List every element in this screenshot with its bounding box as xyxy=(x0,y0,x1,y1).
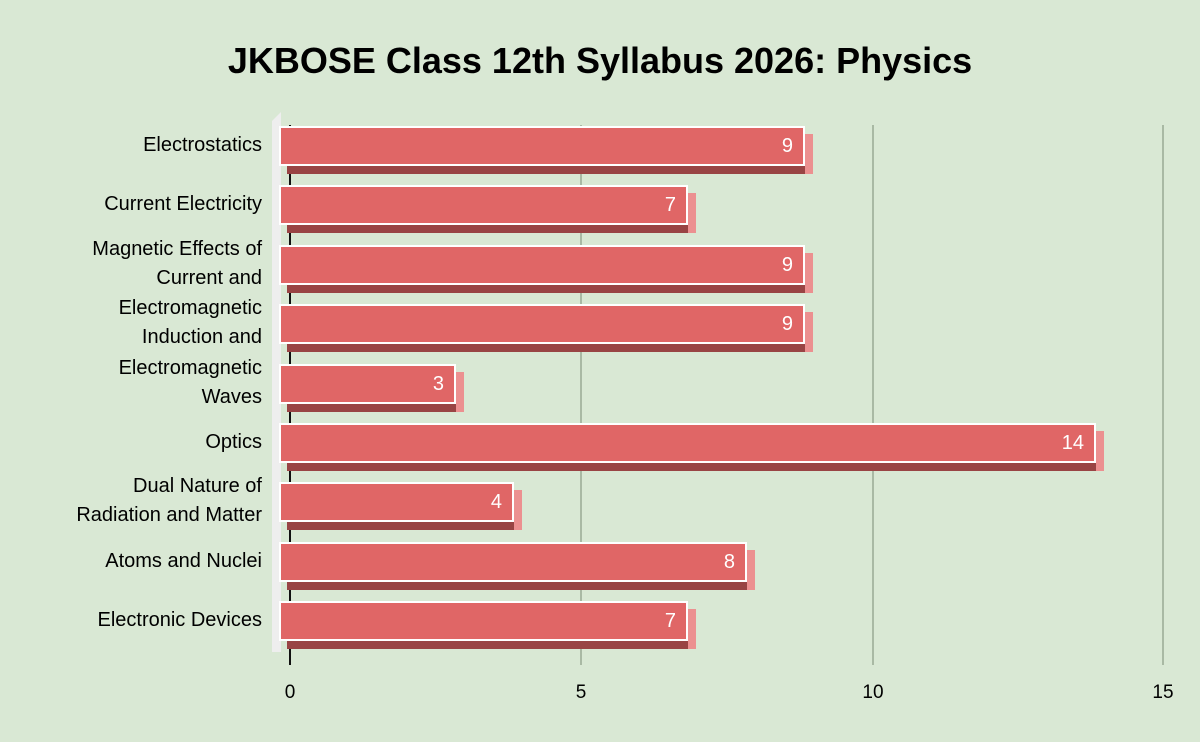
axis-3d-panel xyxy=(272,112,281,652)
bar-bottom-face xyxy=(287,582,755,590)
category-label-line: Waves xyxy=(201,386,262,408)
bar-front-face xyxy=(279,601,688,641)
bar-front-face xyxy=(279,423,1096,463)
bar-value-label: 9 xyxy=(781,313,793,335)
category-label-line: Electronic Devices xyxy=(97,608,262,631)
bar: 3 xyxy=(279,364,466,412)
x-tick-0: 0 xyxy=(284,682,296,703)
category-label: Magnetic Effects of Current and xyxy=(2,235,262,293)
category-label: Dual Nature of Radiation and Matter xyxy=(2,472,262,530)
category-label: Optics xyxy=(2,428,262,457)
bar-bottom-face xyxy=(287,285,813,293)
x-tick-10: 10 xyxy=(862,682,884,703)
x-tick-5: 5 xyxy=(575,682,587,703)
category-label-line: Atoms and Nuclei xyxy=(105,549,262,572)
bar-bottom-face xyxy=(287,641,696,649)
bar-value-label: 8 xyxy=(723,551,735,573)
bar-front-face xyxy=(279,304,805,344)
category-label: Electromagnetic Waves xyxy=(2,354,262,412)
gridline-10 xyxy=(872,125,874,665)
category-label-line: Current Electricity xyxy=(104,192,262,215)
bar-side-face xyxy=(688,609,696,649)
bar: 8 xyxy=(279,542,757,590)
bar-front-face xyxy=(279,364,456,404)
category-label: Current Electricity xyxy=(2,190,262,219)
bar: 4 xyxy=(279,482,524,530)
bar-bottom-face xyxy=(287,344,813,352)
bar-bottom-face xyxy=(287,463,1104,471)
category-label-line: Current and xyxy=(156,267,262,289)
bar: 7 xyxy=(279,185,698,233)
bar-side-face xyxy=(688,193,696,233)
chart-title: JKBOSE Class 12th Syllabus 2026: Physics xyxy=(227,40,973,81)
bar: 14 xyxy=(279,423,1106,471)
bar-front-face xyxy=(279,482,514,522)
category-label: Electromagnetic Induction and xyxy=(2,294,262,352)
bar-bottom-face xyxy=(287,522,522,530)
category-label-line: Electromagnetic xyxy=(118,357,262,379)
bar-side-face xyxy=(805,253,813,293)
category-label-line: Radiation and Matter xyxy=(76,504,262,526)
category-label-line: Dual Nature of xyxy=(133,475,262,497)
bar-bottom-face xyxy=(287,225,696,233)
category-label: Atoms and Nuclei xyxy=(2,547,262,576)
category-label-line: Magnetic Effects of xyxy=(92,238,262,260)
bar-side-face xyxy=(747,550,755,590)
bar-value-label: 4 xyxy=(490,491,502,513)
bar-value-label: 7 xyxy=(664,610,676,632)
bar-bottom-face xyxy=(287,166,813,174)
bar-bottom-face xyxy=(287,404,464,412)
bar: 9 xyxy=(279,245,815,293)
x-tick-15: 15 xyxy=(1152,682,1174,703)
category-label: Electrostatics xyxy=(2,131,262,160)
bar-front-face xyxy=(279,185,688,225)
bar-front-face xyxy=(279,542,747,582)
bar-value-label: 14 xyxy=(1061,432,1084,454)
bar-value-label: 3 xyxy=(432,373,444,395)
bar: 9 xyxy=(279,126,815,174)
bar-value-label: 9 xyxy=(781,135,793,157)
bar: 7 xyxy=(279,601,698,649)
bar-side-face xyxy=(805,134,813,174)
bar-value-label: 9 xyxy=(781,254,793,276)
bar-value-label: 7 xyxy=(664,194,676,216)
bar-side-face xyxy=(514,490,522,530)
bar-front-face xyxy=(279,245,805,285)
category-label-line: Induction and xyxy=(141,326,262,348)
bar-side-face xyxy=(1096,431,1104,471)
gridline-5 xyxy=(580,125,582,665)
bar: 9 xyxy=(279,304,815,352)
category-label-line: Electromagnetic xyxy=(118,297,262,319)
bar-side-face xyxy=(456,372,464,412)
category-label-line: Electrostatics xyxy=(143,133,262,156)
gridline-15 xyxy=(1162,125,1164,665)
bar-front-face xyxy=(279,126,805,166)
category-label-line: Optics xyxy=(205,430,262,453)
bar-side-face xyxy=(805,312,813,352)
category-label: Electronic Devices xyxy=(2,606,262,635)
